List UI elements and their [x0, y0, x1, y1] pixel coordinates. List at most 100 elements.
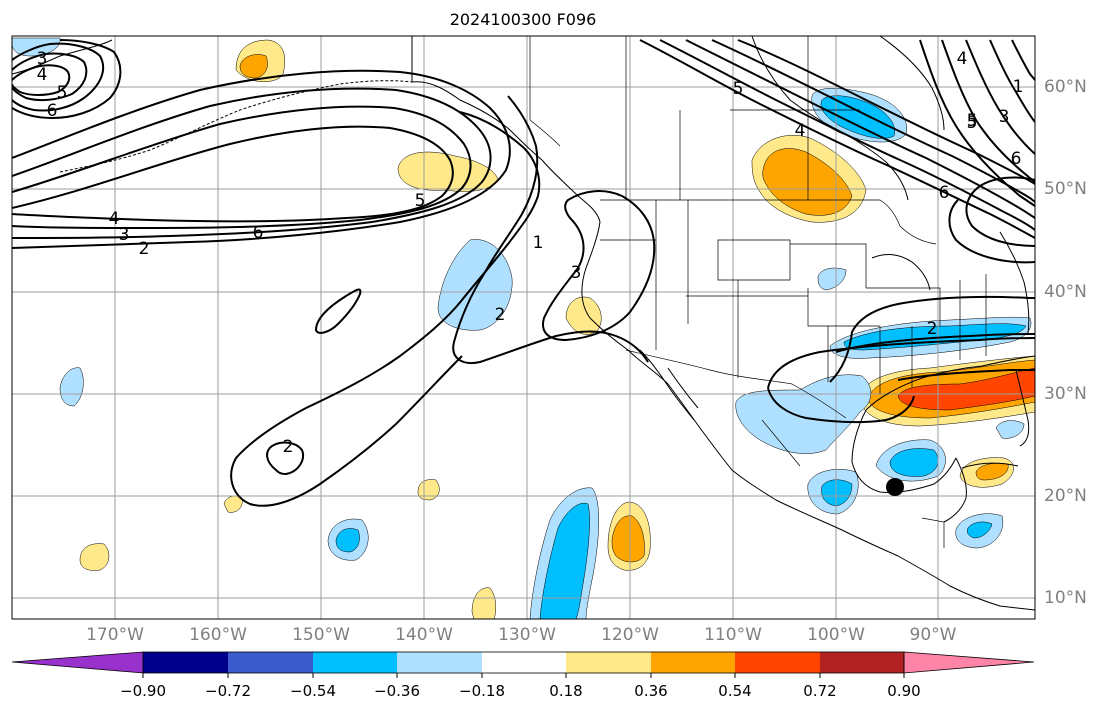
- contour-east-4: [989, 39, 1035, 123]
- contour-nw-corner-2: [12, 52, 88, 102]
- colorbar-tick-label: 0.90: [887, 682, 921, 700]
- contour-east-5: [1011, 39, 1035, 81]
- latitude-label: 40°N: [1044, 282, 1087, 302]
- latitude-label: 30°N: [1044, 384, 1087, 404]
- coast-greenland-edge: [879, 36, 945, 131]
- shade-cyan-centam: [967, 521, 993, 539]
- contour-label: 4: [795, 121, 806, 141]
- longitude-label: 90°W: [909, 625, 957, 645]
- colorbar-tick-label: −0.18: [459, 682, 505, 700]
- state-line-8: [866, 287, 941, 326]
- contour-labels: 6 5 4 3 6 4 3 2 5 1 3 2 2 5 4 5 6 2 4 5 …: [37, 49, 1024, 457]
- contour-label: 3: [119, 225, 130, 245]
- coast-gulf: [851, 355, 1035, 493]
- latitude-label: 20°N: [1044, 486, 1087, 506]
- contour-canada-3: [685, 39, 1035, 219]
- centam-line-1: [921, 517, 945, 548]
- contour-label: 4: [37, 65, 48, 85]
- latitude-label: 60°N: [1044, 77, 1087, 97]
- colorbar: [11, 651, 1035, 678]
- coast-us-west: [581, 221, 733, 471]
- border-us-mexico: [625, 349, 847, 419]
- colorbar-bin-5: [482, 652, 566, 673]
- contour-pac-1: [315, 288, 362, 334]
- longitude-label: 100°W: [807, 625, 865, 645]
- shade-pos-small-1: [79, 543, 110, 571]
- contour-label: 2: [495, 305, 506, 325]
- map-panel[interactable]: 6 5 4 3 6 4 3 2 5 1 3 2 2 5 4 5 6 2 4 5 …: [12, 36, 1035, 619]
- contour-label: 2: [927, 319, 938, 339]
- contour-east-loop: [965, 176, 1035, 247]
- state-line-5: [790, 243, 867, 288]
- contour-east-1: [919, 39, 1035, 207]
- map-frame: [11, 35, 1036, 620]
- colorbar-extend-low: [11, 651, 144, 674]
- contour-label: 5: [733, 79, 744, 99]
- contour-label: 5: [57, 83, 68, 103]
- shade-cyan-yucatan: [889, 448, 939, 477]
- graticule: [12, 36, 1035, 619]
- contour-label: 4: [109, 209, 120, 229]
- colorbar-bin-2: [228, 652, 313, 673]
- contour-label: 6: [253, 223, 264, 243]
- colorbar-bin-7: [651, 652, 735, 673]
- contour-alaska-outer: [12, 69, 511, 249]
- coast-aleutians: [59, 80, 413, 173]
- contour-canada-2: [659, 39, 1035, 231]
- shade-cyan-eq-band: [539, 502, 590, 619]
- colorbar-tick-label: −0.90: [120, 682, 166, 700]
- latitude-label: 50°N: [1044, 179, 1087, 199]
- shade-orange-cuba: [975, 463, 1009, 481]
- shade-orange-eq: [611, 515, 645, 563]
- contour-gulf-loop: [767, 337, 1035, 424]
- border-us-canada: [600, 199, 937, 245]
- contour-gulf-3: [897, 369, 1035, 381]
- longitude-label: 130°W: [498, 625, 556, 645]
- colorbar-tick-label: −0.36: [374, 682, 420, 700]
- contour-2-pacific: [452, 95, 649, 364]
- contour-alaska-mid2: [12, 105, 472, 229]
- colorbar-tick-label: 0.72: [803, 682, 837, 700]
- border-alaska-canada: [529, 36, 561, 147]
- contour-label: 6: [1011, 149, 1022, 169]
- contour-label: 5: [967, 111, 978, 131]
- contour-label: 6: [939, 183, 950, 203]
- longitude-label: 140°W: [395, 625, 453, 645]
- contour-label: 3: [37, 49, 48, 69]
- contour-alaska-inner: [12, 125, 454, 223]
- contour-canada-5: [737, 39, 1035, 185]
- contour-label: 3: [999, 107, 1010, 127]
- colorbar-tick-label: 0.54: [718, 682, 752, 700]
- shade-neg-small-2: [817, 267, 847, 291]
- coast-mexico-pacific: [731, 469, 1035, 611]
- shade-cyan-pac-1: [335, 528, 360, 553]
- colorbar-tick-label: −0.72: [205, 682, 251, 700]
- shade-orange-alaska: [239, 54, 268, 79]
- coastlines: [12, 36, 1035, 611]
- coast-atlantic: [999, 231, 1030, 335]
- longitude-label: 120°W: [601, 625, 659, 645]
- coast-alaska-north: [411, 36, 543, 161]
- longitude-label: 110°W: [704, 625, 762, 645]
- longitude-label: 160°W: [189, 625, 247, 645]
- contour-2-inner: [266, 441, 304, 475]
- contour-nw-corner-4: [12, 39, 122, 119]
- colorbar-tick-label: 0.18: [549, 682, 583, 700]
- colorbar-tick-label: 0.36: [634, 682, 668, 700]
- contour-east-conus: [829, 295, 1035, 383]
- coast-cuba: [961, 462, 1019, 469]
- contour-1-pacific: [230, 111, 541, 507]
- shade-red-gulf: [897, 367, 1035, 411]
- colorbar-ticks: [142, 673, 905, 678]
- contour-canada-1: [639, 39, 1035, 239]
- location-marker[interactable]: [886, 478, 904, 496]
- coast-florida: [1015, 369, 1030, 447]
- shade-pos-california: [565, 296, 602, 335]
- colorbar-bin-1: [143, 652, 228, 673]
- colorbar-bin-6: [566, 652, 651, 673]
- contour-label: 6: [47, 101, 58, 121]
- contour-label: 5: [967, 113, 978, 133]
- shade-cyan-hudson: [820, 95, 896, 139]
- longitude-label: 150°W: [292, 625, 350, 645]
- contour-label: 3: [571, 263, 582, 283]
